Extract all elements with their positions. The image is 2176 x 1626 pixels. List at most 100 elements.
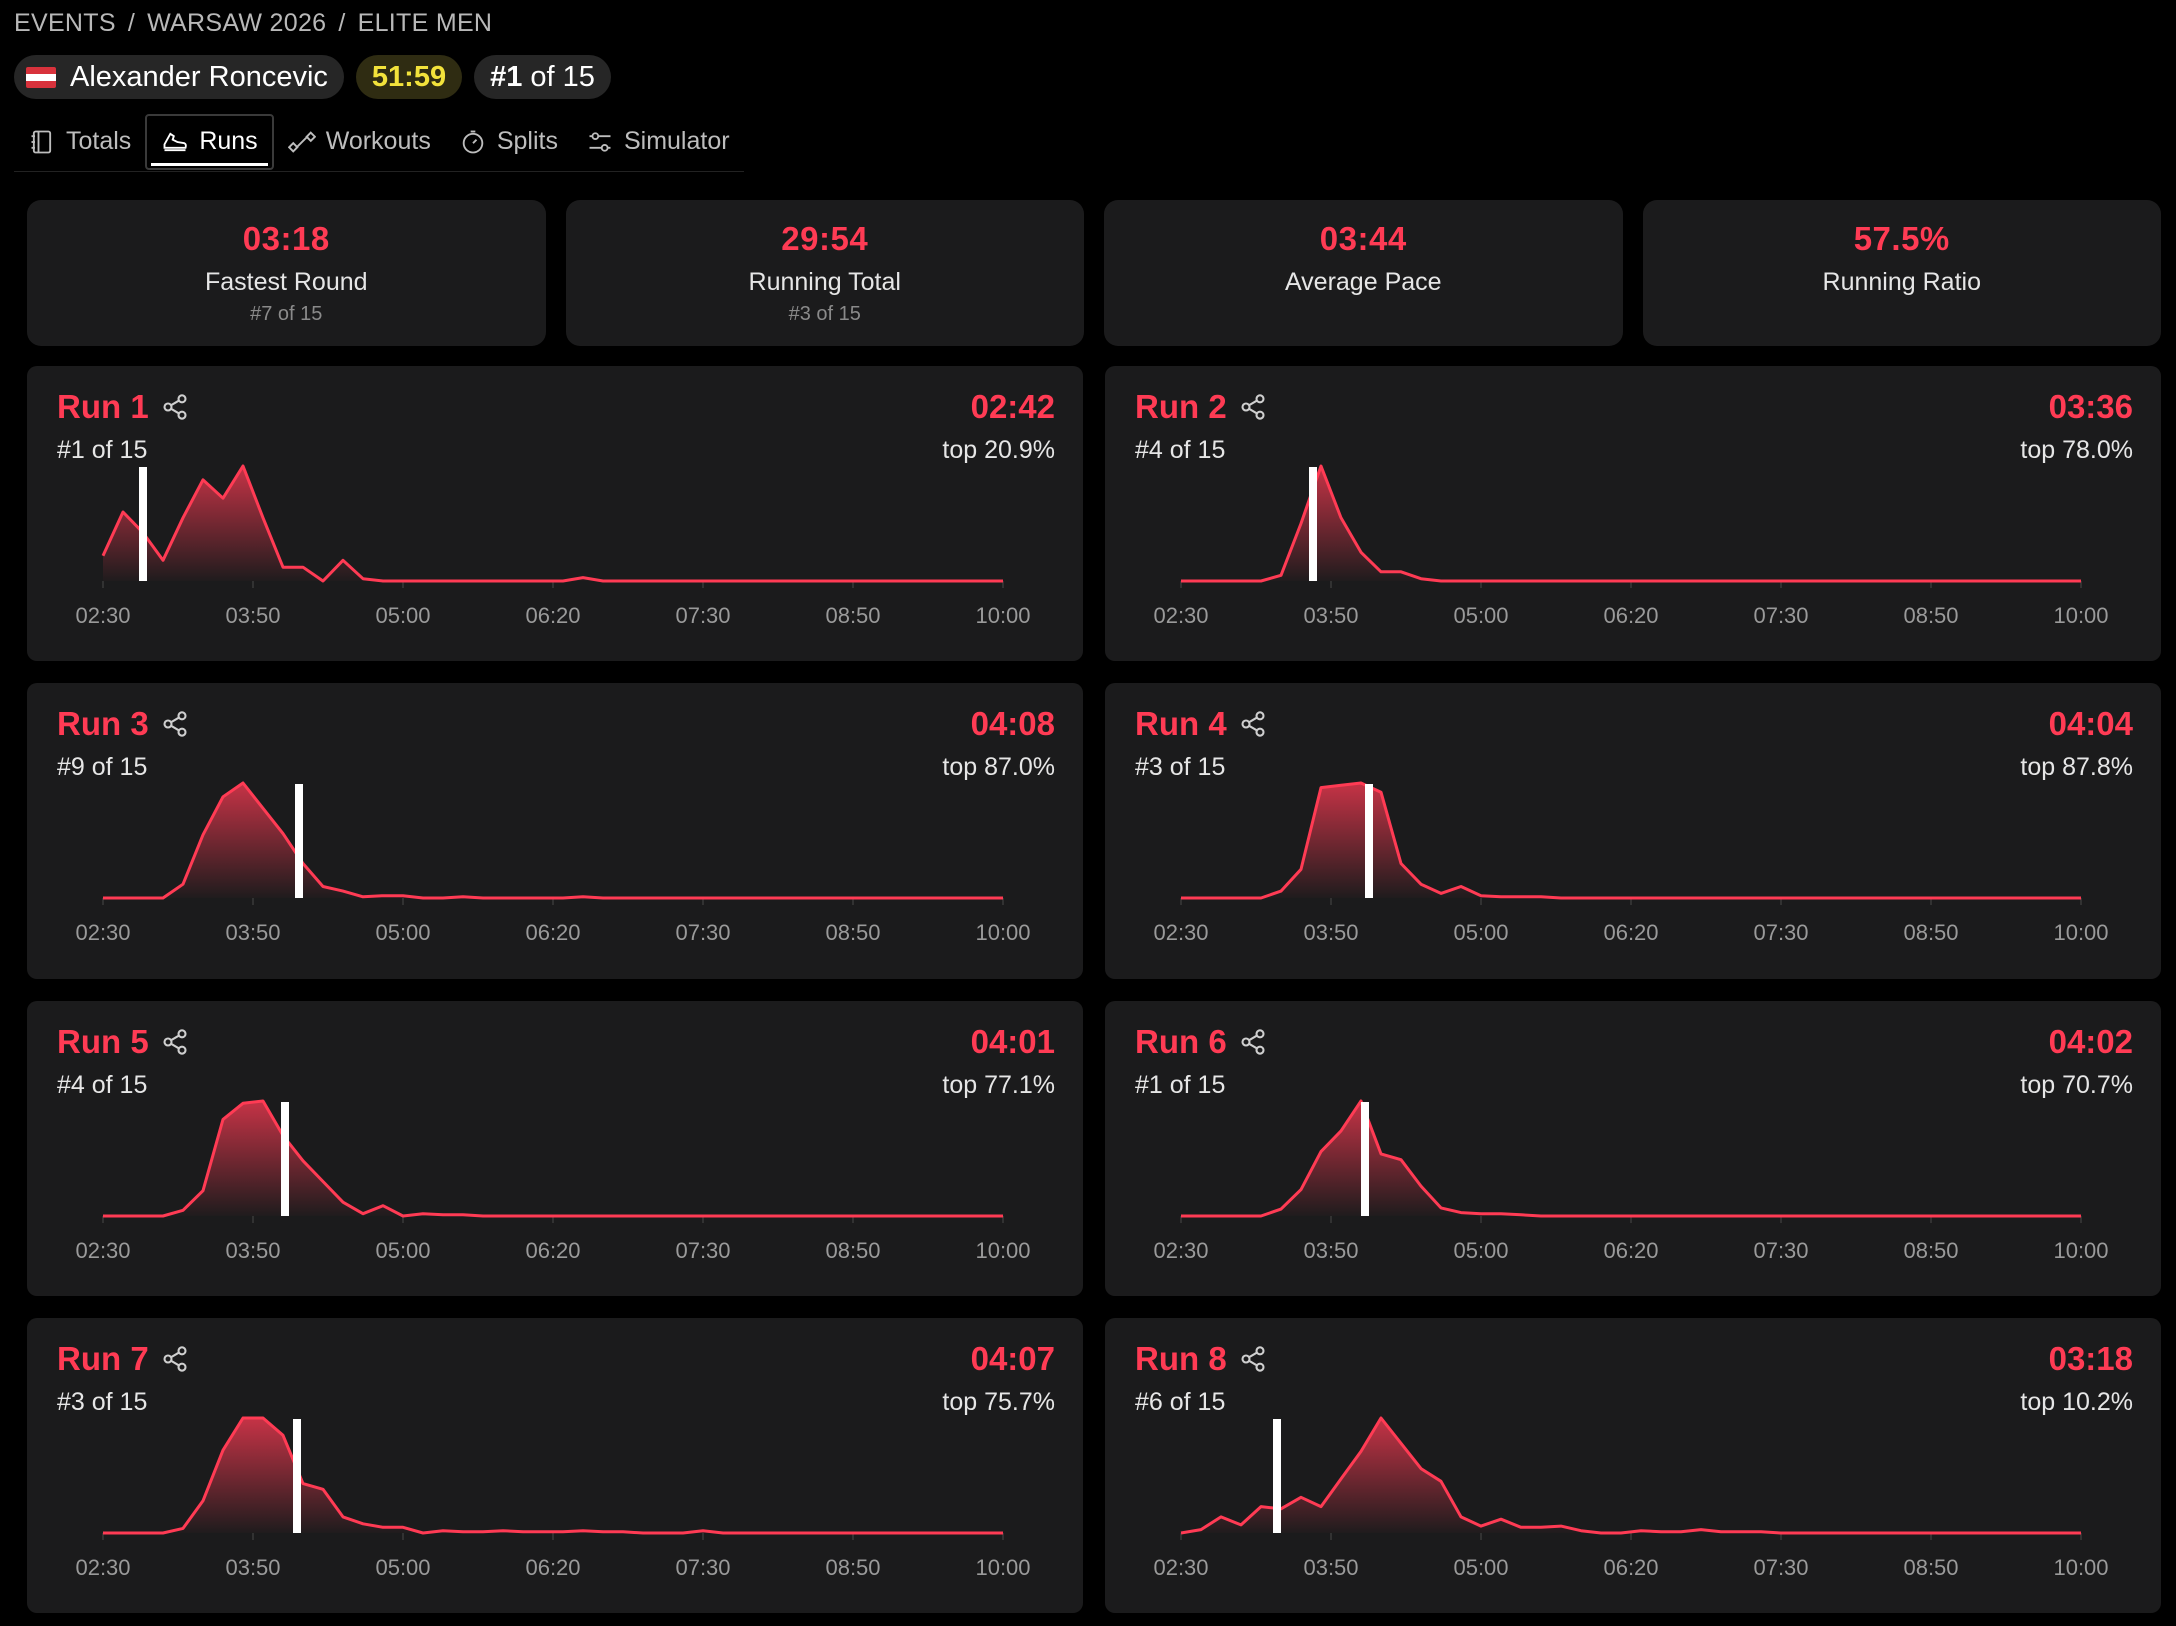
run-time: 04:07	[970, 1339, 1055, 1377]
x-tick-label: 06:20	[1603, 603, 1658, 628]
run-title: Run 3	[57, 705, 189, 743]
run-card[interactable]: Run 3 #9 of 15 04:08 top 87.0% 02:30 03:50 05:…	[27, 683, 1083, 979]
run-distribution-chart: 02:30 03:50 05:00 06:20 07:30 08:50 10:00	[75, 464, 1031, 628]
stat-card-average-pace: 03:44 Average Pace	[1104, 200, 1623, 346]
share-icon[interactable]	[1239, 1028, 1267, 1056]
athlete-time-marker	[293, 1418, 301, 1533]
share-icon[interactable]	[161, 1345, 189, 1373]
run-percentile: top 20.9%	[942, 436, 1055, 464]
sliders-icon	[589, 131, 611, 152]
run-card[interactable]: Run 6 #1 of 15 04:02 top 70.7% 02:30 03:50 05:…	[1105, 1000, 2161, 1296]
run-name: Run 5	[57, 1022, 149, 1060]
x-tick-label: 10:00	[2053, 603, 2108, 628]
stat-value: 03:18	[242, 220, 330, 257]
run-card[interactable]: Run 5 #4 of 15 04:01 top 77.1% 02:30 03:50 05:…	[27, 1000, 1083, 1296]
tab-totals[interactable]: Totals	[14, 114, 145, 170]
x-tick-label: 10:00	[2053, 920, 2108, 945]
run-title: Run 8	[1135, 1340, 1267, 1378]
stopwatch-icon	[462, 130, 484, 153]
tab-label: Splits	[496, 127, 558, 155]
run-title: Run 2	[1135, 388, 1267, 426]
stat-rank: #3 of 15	[788, 303, 861, 325]
x-tick-label: 10:00	[975, 1238, 1030, 1263]
run-name: Run 4	[1135, 705, 1227, 743]
x-tick-label: 10:00	[975, 1555, 1030, 1580]
x-tick-label: 10:00	[2053, 1555, 2108, 1580]
run-rank: #3 of 15	[1135, 753, 1226, 782]
total-time-badge: 51:59	[355, 55, 463, 99]
breadcrumb-event[interactable]: WARSAW 2026	[147, 8, 327, 37]
distribution-line	[101, 464, 1003, 583]
dumbbell-icon	[287, 130, 316, 153]
tab-runs[interactable]: Runs	[145, 113, 274, 170]
rank-total: of 15	[530, 60, 595, 93]
run-title: Run 4	[1135, 705, 1267, 743]
run-card[interactable]: Run 8 #6 of 15 03:18 top 10.2% 02:30 03:50 05:…	[1105, 1317, 2161, 1613]
x-tick-label: 06:20	[525, 1238, 580, 1263]
athlete-name-pill[interactable]: Alexander Roncevic	[14, 55, 344, 99]
tab-label: Totals	[66, 127, 132, 155]
tab-workouts[interactable]: Workouts	[274, 114, 445, 170]
tab-label: Runs	[199, 127, 258, 155]
tab-simulator[interactable]: Simulator	[572, 114, 744, 170]
run-time: 03:18	[2048, 1339, 2133, 1377]
run-percentile: top 70.7%	[2020, 1070, 2133, 1099]
stat-label: Average Pace	[1284, 268, 1442, 296]
distribution-line	[103, 781, 1003, 900]
distribution-area	[103, 466, 1003, 581]
distribution-area	[1181, 783, 2081, 899]
distribution-line	[1181, 1099, 2081, 1217]
share-icon[interactable]	[161, 1028, 189, 1056]
x-tick-label: 06:20	[1603, 1555, 1658, 1580]
share-icon[interactable]	[161, 393, 189, 421]
run-title: Run 1	[57, 388, 189, 426]
run-card[interactable]: Run 1 #1 of 15 02:42 top 20.9% 02:30 03:50 05:…	[27, 366, 1083, 662]
distribution-area	[1181, 1417, 2081, 1533]
run-name: Run 3	[57, 705, 149, 743]
x-tick-label: 05:00	[1453, 603, 1508, 628]
share-icon[interactable]	[1239, 1345, 1267, 1373]
stat-rank: #7 of 15	[250, 303, 323, 325]
x-tick-label: 05:00	[375, 1238, 430, 1263]
run-name: Run 2	[1135, 388, 1227, 425]
x-tick-label: 10:00	[2053, 1238, 2108, 1263]
x-tick-label: 08:50	[1903, 1555, 1958, 1580]
run-distribution-chart: 02:30 03:50 05:00 06:20 07:30 08:50 10:00	[75, 1416, 1031, 1580]
x-tick-label: 05:00	[1453, 1555, 1508, 1580]
x-tick-label: 10:00	[975, 920, 1030, 945]
x-tick-label: 03:50	[225, 603, 280, 628]
share-icon[interactable]	[1239, 393, 1267, 421]
run-name: Run 7	[57, 1339, 149, 1377]
x-tick-label: 06:20	[525, 920, 580, 945]
x-tick-label: 07:30	[675, 1555, 730, 1580]
run-card[interactable]: Run 2 #4 of 15 03:36 top 78.0% 02:30 03:50 05:…	[1105, 366, 2161, 662]
stat-value: 57.5%	[1853, 220, 1950, 257]
run-distribution-chart: 02:30 03:50 05:00 06:20 07:30 08:50 10:00	[1153, 781, 2109, 945]
x-tick-label: 05:00	[375, 1555, 430, 1580]
distribution-area	[1181, 1100, 2081, 1216]
breadcrumb-division[interactable]: ELITE MEN	[357, 8, 493, 37]
run-rank: #4 of 15	[57, 1070, 148, 1099]
athlete-time-marker	[1273, 1418, 1281, 1533]
run-rank: #1 of 15	[57, 436, 148, 464]
stat-card-running-ratio: 57.5% Running Ratio	[1642, 200, 2161, 346]
breadcrumb-separator: /	[127, 8, 136, 37]
rank-number: #1	[490, 60, 523, 93]
run-card[interactable]: Run 7 #3 of 15 04:07 top 75.7% 02:30 03:50 05:…	[27, 1317, 1083, 1613]
x-tick-label: 07:30	[1753, 603, 1808, 628]
share-icon[interactable]	[1239, 710, 1267, 738]
x-tick-label: 08:50	[1903, 920, 1958, 945]
breadcrumb-events[interactable]: EVENTS	[14, 8, 116, 37]
x-tick-label: 08:50	[825, 1555, 880, 1580]
run-distribution-chart: 02:30 03:50 05:00 06:20 07:30 08:50 10:00	[1153, 464, 2109, 628]
run-cards-grid: Run 1 #1 of 15 02:42 top 20.9% 02:30 03:50 05:…	[27, 366, 2161, 1613]
x-tick-label: 03:50	[1303, 1238, 1358, 1263]
share-icon[interactable]	[161, 710, 189, 738]
x-tick-label: 02:30	[75, 920, 130, 945]
run-card[interactable]: Run 4 #3 of 15 04:04 top 87.8% 02:30 03:50 05:…	[1105, 683, 2161, 979]
x-tick-label: 06:20	[525, 1555, 580, 1580]
tab-splits[interactable]: Splits	[445, 114, 572, 170]
x-tick-label: 03:50	[1303, 1555, 1358, 1580]
run-time: 04:02	[2048, 1022, 2133, 1060]
x-tick-label: 02:30	[75, 1555, 130, 1580]
